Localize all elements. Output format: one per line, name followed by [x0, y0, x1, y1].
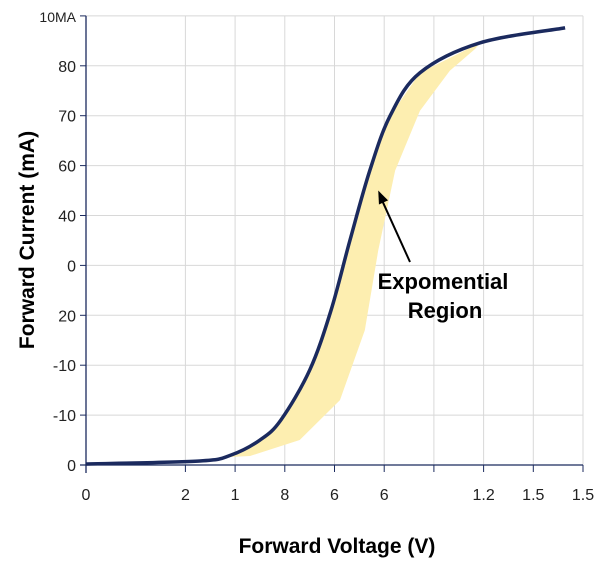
y-tick-label: 0 — [67, 258, 76, 275]
x-tick-label: 8 — [280, 487, 289, 504]
x-tick-label: 0 — [82, 487, 91, 504]
annotation-arrow — [380, 198, 411, 263]
axes — [80, 15, 584, 473]
x-tick-label: 6 — [380, 487, 389, 504]
y-tick-label: 80 — [58, 59, 76, 76]
y-tick-label: 20 — [58, 308, 76, 325]
annotation-line1: Expomential — [378, 269, 509, 294]
annotation-arrowhead — [378, 190, 389, 205]
tick-labels: 0 -10 -10 20 0 40 60 70 80 10MA 0 2 1 8 6 6 1.2 1.5 1.5 — [39, 9, 594, 504]
exponential-region-shade — [220, 42, 481, 458]
y-tick-label: 0 — [67, 458, 76, 475]
x-tick-label: 6 — [330, 487, 339, 504]
series-line — [85, 26, 566, 466]
y-axis-label: Forward Current (mA) — [16, 131, 39, 349]
y-tick-label: -10 — [53, 408, 76, 425]
y-tick-label: 10MA — [39, 9, 76, 25]
x-tick-label: 1.5 — [572, 487, 594, 504]
x-axis-label: Forward Voltage (V) — [239, 535, 436, 558]
y-tick-label: 70 — [58, 109, 76, 126]
x-tick-label: 1 — [231, 487, 240, 504]
x-tick-label: 1.5 — [522, 487, 544, 504]
x-tick-label: 1.2 — [472, 487, 494, 504]
x-tick-label: 2 — [181, 487, 190, 504]
y-tick-label: -10 — [53, 358, 76, 375]
annotation-line2: Region — [408, 298, 483, 323]
y-tick-label: 40 — [58, 209, 76, 226]
y-tick-label: 60 — [58, 159, 76, 176]
